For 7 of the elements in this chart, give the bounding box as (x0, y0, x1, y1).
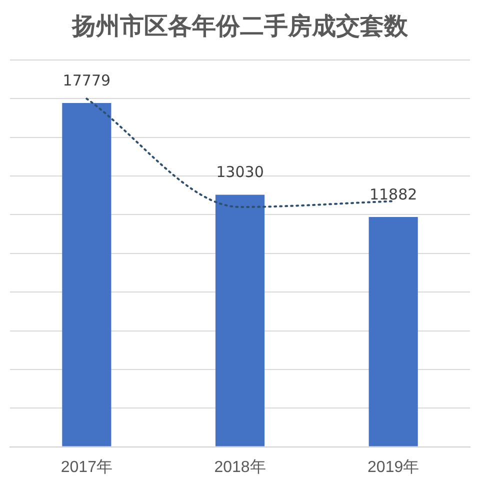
data-label: 17779 (62, 71, 111, 90)
chart-title: 扬州市区各年份二手房成交套数 (70, 11, 409, 42)
data-label: 11882 (369, 185, 418, 204)
x-tick-label: 2019年 (368, 458, 420, 476)
data-label: 13030 (216, 163, 264, 182)
x-tick-label: 2018年 (214, 458, 266, 476)
x-tick-label: 2017年 (60, 458, 112, 476)
